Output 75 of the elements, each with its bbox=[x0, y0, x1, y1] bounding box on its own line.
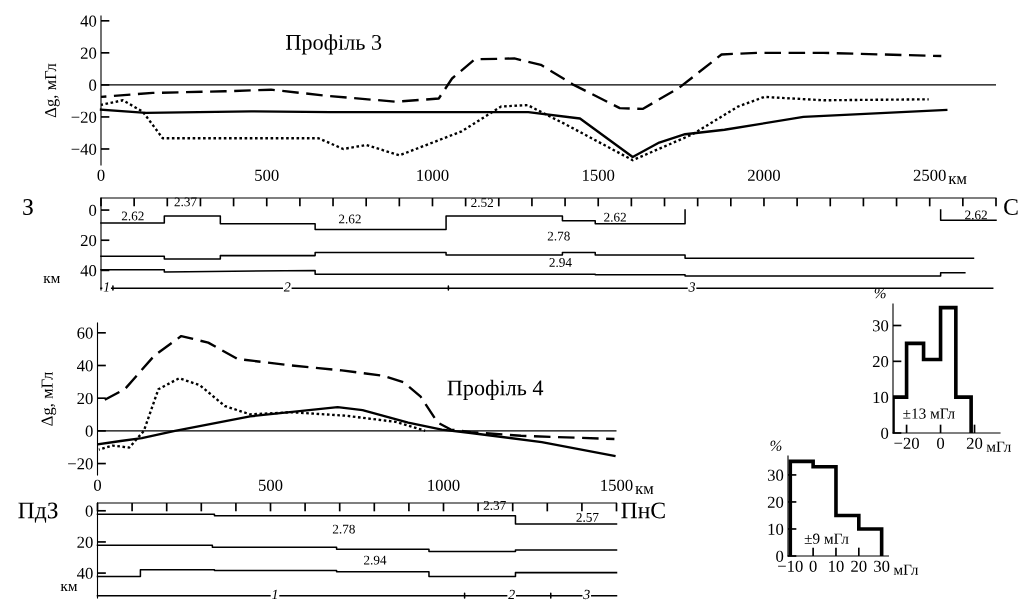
x-tick-label: 500 bbox=[255, 169, 279, 181]
x-tick-label: −20 bbox=[894, 437, 919, 449]
annotation: 2.62 bbox=[604, 212, 626, 222]
text: Профіль 3 bbox=[286, 34, 382, 55]
text: ПдЗ bbox=[18, 502, 58, 523]
y-tick-label: 40 bbox=[76, 360, 93, 372]
text: С bbox=[1004, 199, 1018, 215]
y-tick-label: −40 bbox=[71, 143, 97, 155]
y-tick-label: 20 bbox=[80, 234, 97, 247]
y-tick-label: 20 bbox=[77, 536, 93, 548]
annotation: 2 bbox=[508, 589, 515, 599]
y-axis-title: % bbox=[770, 440, 782, 451]
y-tick-label: 0 bbox=[881, 427, 889, 439]
x-tick-label: 1000 bbox=[417, 169, 449, 181]
x-tick-label: 1500 bbox=[601, 479, 633, 491]
x-tick-label: 10 bbox=[829, 560, 844, 572]
y-tick-label: 0 bbox=[89, 79, 97, 91]
annotation: ±9 мГл bbox=[804, 533, 849, 544]
annotation: 1 bbox=[272, 589, 277, 599]
x-tick-label: 1000 bbox=[428, 479, 460, 491]
annotation: 2.94 bbox=[549, 258, 572, 267]
annotation: 3 bbox=[688, 282, 696, 292]
y-tick-label: 40 bbox=[80, 15, 97, 27]
x-tick-label: 20 bbox=[851, 560, 867, 572]
x-tick-label: 20 bbox=[966, 437, 983, 449]
annotation: 2.37 bbox=[174, 197, 197, 207]
x-tick-label: 500 bbox=[258, 479, 283, 491]
y-tick-label: −20 bbox=[71, 111, 97, 123]
y-tick-label: 20 bbox=[767, 496, 784, 508]
y-tick-label: 0 bbox=[776, 550, 784, 562]
y-tick-label: 20 bbox=[77, 392, 93, 405]
y-tick-label: 0 bbox=[89, 204, 97, 217]
y-axis-title: км bbox=[43, 276, 60, 284]
y-tick-label: 0 bbox=[85, 425, 93, 437]
y-tick-label: 60 bbox=[77, 327, 93, 339]
x-tick-label: 0 bbox=[937, 437, 945, 449]
annotation: 2.62 bbox=[121, 211, 144, 221]
y-tick-label: 20 bbox=[872, 356, 889, 368]
y-tick-label: 40 bbox=[80, 265, 97, 277]
x-axis-title: км bbox=[635, 486, 654, 495]
x-tick-label: 2000 bbox=[748, 169, 780, 181]
x-tick-label: 0 bbox=[809, 560, 817, 572]
y-tick-label: 0 bbox=[85, 505, 93, 517]
annotation: 2.78 bbox=[547, 231, 570, 241]
text: ПнС bbox=[621, 502, 665, 519]
y-tick-label: −20 bbox=[68, 458, 93, 470]
annotation: 2.52 bbox=[471, 198, 494, 208]
text: Профіль 4 bbox=[447, 379, 544, 400]
annotation: 2.94 bbox=[364, 555, 387, 565]
annotation: 2.37 bbox=[483, 501, 506, 510]
y-axis-title: Δg, мГл bbox=[41, 372, 57, 426]
annotation: 2.78 bbox=[332, 524, 355, 534]
annotation: 3 bbox=[583, 589, 590, 600]
x-tick-label: −10 bbox=[778, 560, 803, 572]
text: З bbox=[23, 199, 33, 215]
annotation: 2.62 bbox=[338, 214, 361, 224]
annotation: 2.57 bbox=[576, 513, 599, 522]
annotation: 2.62 bbox=[965, 210, 987, 220]
y-tick-label: 30 bbox=[767, 469, 784, 481]
x-axis-title: мГл bbox=[986, 441, 1011, 452]
x-axis-title: км bbox=[948, 176, 967, 185]
y-tick-label: 30 bbox=[872, 320, 889, 332]
y-tick-label: 10 bbox=[768, 523, 784, 535]
y-tick-label: 10 bbox=[873, 391, 889, 404]
y-tick-label: 40 bbox=[76, 567, 93, 580]
annotation: 1 bbox=[103, 282, 109, 292]
y-tick-label: 20 bbox=[80, 47, 97, 59]
x-tick-label: 1500 bbox=[583, 169, 615, 181]
x-tick-label: 2500 bbox=[913, 169, 946, 181]
x-tick-label: 0 bbox=[97, 169, 105, 181]
y-axis-title: Δg, мГл bbox=[45, 63, 60, 118]
y-axis-title: км bbox=[60, 583, 78, 591]
x-axis-title: мГл bbox=[893, 564, 919, 575]
annotation: ±13 мГл bbox=[903, 408, 955, 419]
annotation: 2 bbox=[283, 282, 291, 292]
